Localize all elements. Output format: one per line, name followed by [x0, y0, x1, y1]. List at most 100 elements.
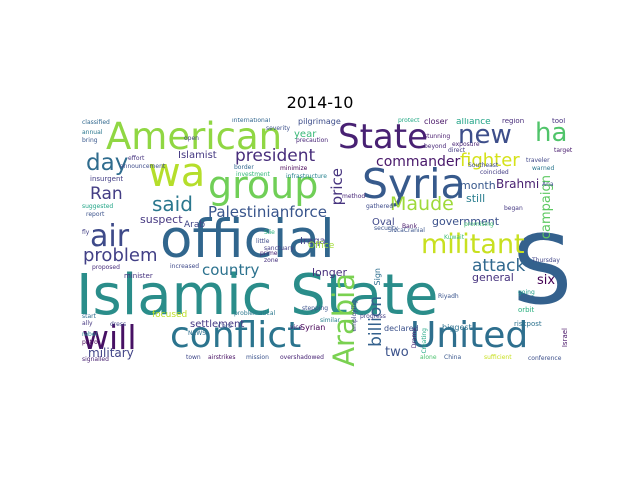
cloud-word-president: president: [235, 146, 316, 166]
cloud-word-news: NEWS: [188, 330, 207, 337]
cloud-word-group: group: [208, 163, 319, 207]
cloud-word-problem: problem: [83, 245, 158, 266]
cloud-word-fighter: fighter: [460, 150, 520, 171]
cloud-word-insurgent: insurgent: [90, 175, 124, 183]
cloud-word-announcement: announcement: [120, 163, 166, 170]
cloud-word-siccacranial: SiccaCranial: [388, 227, 425, 234]
cloud-word-proposed: proposed: [92, 264, 120, 271]
cloud-word-progress: progress: [360, 313, 386, 320]
cloud-word-drama: Drama: [411, 328, 418, 349]
cloud-word-similar: similar: [320, 317, 341, 324]
cloud-word-palestinianforce: Palestinianforce: [208, 203, 327, 221]
cloud-word-dress: dress: [110, 321, 127, 328]
cloud-word-conference: conference: [528, 355, 562, 362]
cloud-word-biggest: biggest: [442, 323, 472, 332]
cloud-word-military: military: [88, 346, 134, 360]
cloud-word-classified: classified: [82, 119, 110, 126]
cloud-word-beyond: beyond: [424, 143, 447, 150]
cloud-word-air: air: [90, 219, 130, 254]
cloud-word-severity: severity: [266, 125, 291, 132]
cloud-word-infrastructure: infrastructure: [286, 173, 327, 180]
cloud-word-pilgrimage: pilgrimage: [298, 118, 341, 126]
cloud-word-bring: bring: [82, 137, 98, 144]
cloud-word-little: little: [256, 238, 270, 245]
cloud-word-day: day: [86, 150, 129, 176]
cloud-word-overshadowed: overshadowed: [280, 354, 324, 361]
cloud-word-still: still: [466, 192, 486, 205]
cloud-word-conflict: conflict: [170, 315, 302, 356]
cloud-word-united: United: [410, 315, 529, 356]
cloud-word-iraqa: Iraqa: [300, 236, 326, 247]
cloud-word-country: country: [202, 261, 260, 279]
cloud-word-sign: Sign: [373, 268, 382, 286]
cloud-word-maude: Maude: [390, 193, 454, 215]
cloud-word-china: China: [444, 354, 462, 361]
cloud-word-patrol: patrol: [82, 339, 100, 346]
cloud-word-target: target: [554, 147, 573, 154]
cloud-word-region: region: [502, 118, 525, 125]
chart-title: 2014-10: [286, 93, 354, 112]
cloud-word-traveler: traveler: [526, 157, 550, 164]
cloud-word-border: border: [234, 164, 254, 171]
cloud-word-prime: prime: [260, 250, 278, 257]
cloud-word-annual: annual: [82, 129, 103, 136]
cloud-word-employing: employing: [351, 300, 358, 332]
cloud-word-islamic-state: Islamic State: [80, 263, 439, 328]
cloud-word-stunning: stunning: [424, 133, 451, 140]
cloud-word-going: going: [518, 289, 535, 296]
cloud-word-start: start: [82, 313, 96, 320]
cloud-word-commander: commander: [376, 154, 461, 170]
cloud-word-tool: tool: [552, 118, 566, 125]
cloud-word-year: year: [294, 129, 317, 140]
cloud-word-zone: zone: [264, 257, 279, 264]
cloud-word-new: new: [458, 120, 512, 150]
cloud-word-security: security: [374, 225, 398, 232]
cloud-word-will: will: [82, 318, 137, 357]
cloud-word-airstrikes: airstrikes: [208, 354, 236, 361]
cloud-word-precaution: precaution: [296, 137, 329, 144]
cloud-word-promising: promising: [464, 221, 494, 228]
cloud-word-brahmi: Brahmi: [496, 177, 540, 191]
cloud-word-thursday: Thursday: [532, 257, 560, 264]
cloud-word-method: method: [342, 193, 366, 200]
cloud-word-signalled: signalled: [82, 356, 109, 363]
cloud-word-fly: fly: [82, 229, 90, 236]
cloud-word-official: official: [160, 209, 335, 270]
cloud-word-mission: mission: [246, 354, 269, 361]
cloud-word-focused: focused: [152, 310, 188, 320]
cloud-word-direct: direct: [448, 147, 466, 154]
cloud-word-southeast: Southeast: [468, 162, 499, 169]
cloud-word-month: month: [460, 179, 496, 192]
cloud-word-problematical: problematical: [234, 310, 276, 317]
cloud-word-open: open: [184, 135, 199, 142]
cloud-word-israel: Israel: [561, 328, 569, 348]
cloud-word-ally: ally: [82, 320, 93, 327]
cloud-word-s: S: [512, 216, 573, 326]
cloud-word-coincided: coincided: [480, 169, 509, 176]
cloud-word-alone: alone: [420, 354, 437, 361]
cloud-word-report: report: [86, 211, 105, 218]
cloud-word-minimize: minimize: [280, 165, 308, 172]
cloud-word-sufficient: sufficient: [484, 354, 512, 361]
cloud-word-began: began: [504, 205, 523, 212]
cloud-word-general: general: [472, 271, 514, 284]
cloud-word-two: two: [385, 345, 409, 360]
cloud-word-ana: Ana: [542, 181, 554, 188]
cloud-word-effort: effort: [128, 155, 145, 162]
cloud-word-billion: billion: [366, 296, 386, 347]
cloud-word-creating: Creating: [421, 328, 428, 354]
cloud-word-suspect: suspect: [140, 213, 183, 226]
cloud-word-alliance: alliance: [456, 118, 491, 127]
cloud-word-arab: Arab: [184, 220, 206, 230]
cloud-word-american: American: [106, 118, 283, 158]
word-cloud: Islamic State official S American group …: [80, 118, 574, 368]
cloud-word-state-top: State: [338, 118, 428, 157]
cloud-word-office: Office: [308, 241, 335, 251]
cloud-word-increased: increased: [170, 263, 200, 270]
cloud-word-investment: investment: [236, 171, 270, 178]
cloud-word-declared: declared: [384, 324, 419, 333]
cloud-word-rebel: rebel: [82, 331, 98, 338]
cloud-word-town: town: [186, 354, 201, 361]
cloud-word-six: six: [537, 273, 556, 288]
cloud-word-vice: vice: [290, 324, 303, 331]
